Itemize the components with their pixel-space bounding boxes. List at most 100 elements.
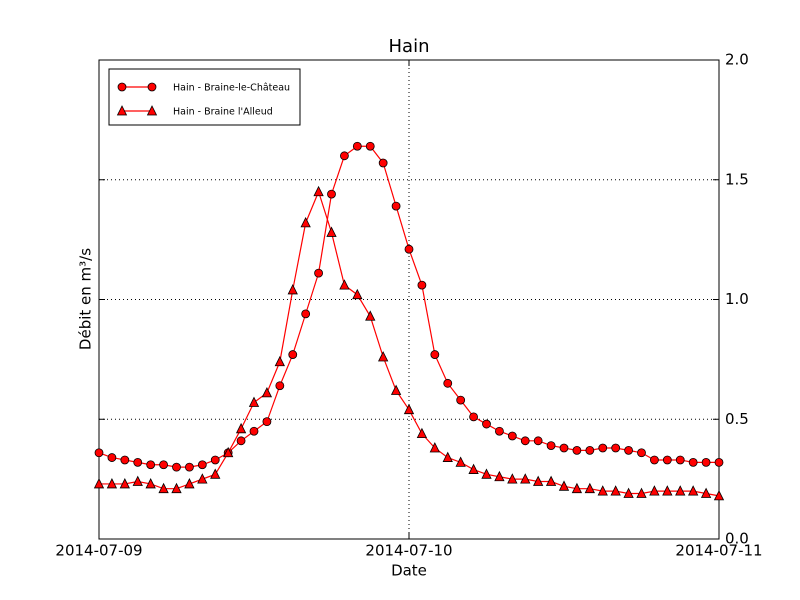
- data-point: [146, 460, 156, 470]
- data-point: [378, 351, 389, 362]
- data-point: [172, 462, 181, 472]
- data-point: [210, 455, 220, 465]
- y-axis-label: Débit en m³/s: [77, 248, 95, 350]
- x-tick-label: 2014-07-09: [55, 542, 142, 560]
- data-point: [248, 396, 260, 407]
- data-point: [158, 482, 169, 494]
- data-point: [94, 448, 104, 458]
- data-point: [275, 381, 285, 391]
- data-point: [223, 446, 234, 458]
- data-point: [416, 427, 428, 439]
- data-point: [623, 487, 634, 498]
- data-point: [107, 453, 117, 462]
- data-point: [713, 489, 725, 501]
- data-point: [365, 141, 375, 151]
- data-point: [403, 403, 415, 415]
- data-point: [545, 475, 557, 486]
- data-point: [352, 288, 363, 300]
- data-point: [585, 445, 595, 455]
- y-tick-label: 1.0: [725, 290, 749, 308]
- data-point: [288, 350, 298, 359]
- data-point: [611, 443, 621, 453]
- data-point: [210, 468, 221, 479]
- data-point: [688, 485, 699, 496]
- data-point: [520, 436, 530, 446]
- data-point: [340, 151, 349, 161]
- legend-marker: [147, 82, 157, 92]
- data-point: [584, 482, 595, 494]
- data-point: [533, 436, 543, 446]
- data-point: [649, 485, 660, 496]
- data-point: [481, 468, 492, 479]
- data-point: [106, 478, 118, 489]
- data-point: [274, 355, 285, 367]
- data-point: [390, 384, 402, 395]
- plot-frame: [98, 59, 720, 540]
- data-point: [404, 244, 414, 254]
- data-point: [327, 189, 336, 199]
- data-point: [546, 441, 556, 450]
- data-point: [675, 485, 686, 496]
- data-point: [429, 442, 440, 453]
- data-point: [313, 185, 324, 197]
- data-point: [430, 350, 440, 359]
- data-point: [571, 482, 583, 494]
- data-point: [197, 460, 207, 470]
- data-point: [352, 141, 362, 151]
- data-point: [236, 436, 246, 446]
- x-axis-label: Date: [391, 562, 427, 580]
- data-point: [598, 443, 608, 453]
- data-point: [610, 485, 621, 496]
- y-tick-label: 1.5: [725, 170, 749, 188]
- chart-title: Hain: [389, 36, 430, 57]
- y-tick-label: 0.0: [725, 530, 749, 548]
- data-point: [197, 473, 208, 484]
- data-point: [287, 284, 298, 295]
- legend-marker: [117, 82, 127, 92]
- data-point: [365, 310, 376, 321]
- data-point: [572, 445, 582, 455]
- data-point: [119, 478, 130, 489]
- data-point: [132, 475, 143, 486]
- data-point: [558, 480, 570, 491]
- y-tick-label: 0.5: [725, 410, 749, 428]
- data-point: [507, 473, 518, 484]
- legend-label: Hain - Braine-le-Château: [173, 83, 290, 94]
- data-point: [495, 426, 504, 436]
- data-point: [482, 419, 491, 429]
- data-point: [235, 422, 247, 434]
- data-point: [300, 216, 311, 228]
- data-point: [326, 226, 337, 237]
- data-point: [468, 463, 479, 474]
- data-point: [249, 426, 259, 436]
- data-point: [624, 445, 633, 455]
- data-point: [456, 395, 466, 405]
- data-point: [133, 457, 143, 467]
- data-point: [701, 457, 711, 467]
- legend-marker: [146, 105, 158, 116]
- data-point: [662, 455, 672, 465]
- data-point: [145, 478, 156, 489]
- data-point: [559, 443, 569, 453]
- data-point: [301, 309, 311, 319]
- data-point: [688, 457, 698, 467]
- data-point: [662, 485, 673, 496]
- data-point: [93, 478, 105, 489]
- legend-label: Hain - Braine l'Alleud: [173, 107, 273, 118]
- data-point: [637, 448, 646, 458]
- data-point: [417, 280, 427, 290]
- data-point: [171, 482, 182, 494]
- data-point: [262, 417, 272, 427]
- data-point: [314, 268, 323, 278]
- data-point: [520, 473, 531, 484]
- data-point: [597, 485, 608, 496]
- data-point: [185, 462, 194, 472]
- data-point: [442, 451, 453, 462]
- data-point: [159, 460, 168, 470]
- data-point: [636, 487, 647, 498]
- data-point: [494, 470, 505, 482]
- legend-marker: [116, 105, 128, 116]
- data-point: [261, 387, 273, 398]
- data-point: [469, 412, 478, 422]
